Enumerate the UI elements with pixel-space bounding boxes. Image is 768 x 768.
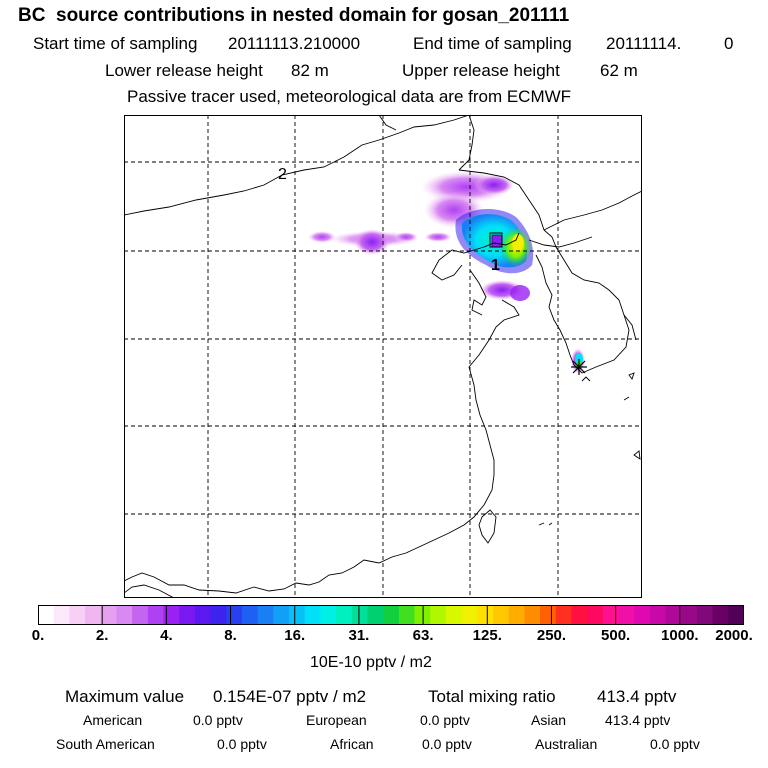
legend-tick-label: 1000. [661, 627, 699, 644]
legend-swatch [367, 605, 384, 625]
legend-swatch [351, 605, 368, 625]
legend-swatch [257, 605, 274, 625]
contrib-value-australian: 0.0 pptv [650, 736, 700, 752]
legend-swatch [320, 605, 337, 625]
coastlines [124, 115, 642, 598]
legend-swatch [634, 605, 651, 625]
legend-swatch [649, 605, 667, 625]
legend-swatch [681, 605, 698, 625]
legend-swatch [226, 605, 243, 625]
legend-tick-label: 2. [95, 627, 109, 644]
contrib-value-asian: 413.4 pptv [605, 712, 671, 728]
contrib-label-south-american: South American [56, 736, 155, 752]
legend-swatch [53, 605, 70, 625]
legend-swatch [100, 605, 117, 625]
start-time-label: Start time of sampling [33, 34, 198, 53]
lower-release-label: Lower release height [105, 61, 263, 80]
contrib-value-african: 0.0 pptv [422, 736, 472, 752]
contrib-label-american: American [83, 712, 143, 728]
receptor-star-marker [571, 359, 587, 375]
source-contribution-map: 2 1 [124, 115, 642, 598]
legend-swatch [571, 605, 588, 625]
contrib-value-south-american: 0.0 pptv [217, 736, 267, 752]
legend-tick-label: 2000. [715, 627, 753, 644]
legend-swatch [728, 605, 744, 625]
end-time-value: 20111114. [606, 34, 682, 53]
legend-tick-label: 16. [284, 627, 306, 644]
legend-tick-label: 0. [31, 627, 45, 644]
legend-swatch [712, 605, 729, 625]
legend-swatch [336, 605, 353, 625]
upper-release-value: 62 m [600, 61, 638, 80]
legend-tick-label: 31. [348, 627, 370, 644]
max-value-label: Maximum value [65, 687, 185, 706]
contrib-label-european: European [306, 712, 367, 728]
domain-label-1: 1 [491, 257, 500, 274]
legend-unit: 10E-10 pptv / m2 [310, 654, 432, 671]
legend-swatch [38, 605, 55, 625]
legend-swatch [147, 605, 165, 625]
start-time-value: 20111113.210000 [228, 34, 361, 53]
total-mixing-label: Total mixing ratio [428, 687, 556, 706]
contrib-label-australian: Australian [535, 736, 598, 752]
legend-swatch [163, 605, 180, 625]
legend-swatch [461, 605, 478, 625]
legend-swatch [696, 605, 714, 625]
legend-tick-label: 125. [472, 627, 502, 644]
contrib-value-european: 0.0 pptv [420, 712, 470, 728]
end-time-label: End time of sampling [413, 34, 572, 53]
tracer-note: Passive tracer used, meteorological data… [127, 87, 572, 106]
legend-tick-label: 63. [412, 627, 434, 644]
legend-swatch [194, 605, 212, 625]
legend-swatch [665, 605, 682, 625]
legend-swatch [210, 605, 227, 625]
end-time-value-2: 0 [724, 34, 734, 53]
legend-swatch [430, 605, 447, 625]
domain-label-2: 2 [278, 166, 287, 183]
legend-swatch [85, 605, 102, 625]
legend-swatch [289, 605, 306, 625]
nested-domain-box [489, 232, 503, 248]
total-mixing-value: 413.4 pptv [597, 687, 677, 706]
legend-swatch [555, 605, 572, 625]
legend-tick-label: 500. [601, 627, 631, 644]
contrib-label-asian: Asian [531, 712, 567, 728]
legend-swatch [524, 605, 541, 625]
legend-swatch [618, 605, 635, 625]
legend-tick-label: 4. [160, 627, 173, 644]
legend-tick-label: 250. [536, 627, 567, 644]
legend-tick-label: 8. [224, 627, 237, 644]
legend-swatch [602, 605, 619, 625]
legend-border [38, 605, 744, 625]
plot-title: BC source contributions in nested domain… [18, 5, 570, 26]
legend-swatch [179, 605, 196, 625]
legend-swatch [540, 605, 557, 625]
legend-swatch [116, 605, 133, 625]
legend-swatch [492, 605, 510, 625]
lat-lon-grid [124, 115, 642, 598]
legend-swatch [273, 605, 290, 625]
legend-swatch [398, 605, 416, 625]
legend-swatch [69, 605, 86, 625]
contrib-label-african: African [330, 736, 374, 752]
legend-swatch [445, 605, 463, 625]
legend-swatch [132, 605, 149, 625]
max-value: 0.154E-07 pptv / m2 [213, 687, 367, 706]
legend-swatch [587, 605, 604, 625]
legend-swatch [383, 605, 400, 625]
contrib-value-american: 0.0 pptv [193, 712, 243, 728]
tracer-plume [308, 171, 585, 374]
legend-swatch [304, 605, 321, 625]
color-legend-bar [38, 605, 744, 625]
legend-swatch [477, 605, 494, 625]
upper-release-label: Upper release height [402, 61, 560, 80]
legend-swatch [241, 605, 259, 625]
lower-release-value: 82 m [291, 61, 329, 80]
legend-swatch [508, 605, 525, 625]
